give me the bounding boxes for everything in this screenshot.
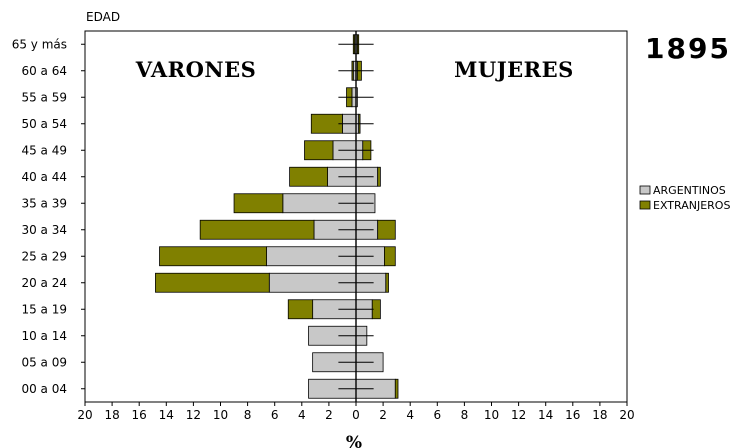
x-tick-label: 18 — [104, 408, 119, 422]
legend: ARGENTINOS EXTRANJEROS — [639, 184, 730, 212]
bar-male-extranjeros — [287, 299, 314, 320]
varones-label: VARONES — [135, 57, 257, 82]
bar-female-extranjeros — [377, 166, 381, 187]
bar-female-extranjeros — [384, 246, 396, 267]
x-tick-label: 14 — [159, 408, 174, 422]
x-tick-label: 4 — [298, 408, 306, 422]
x-tick-label: 6 — [433, 408, 441, 422]
bar-male-extranjeros — [155, 272, 270, 293]
x-tick-label: 18 — [592, 408, 607, 422]
x-tick-label: 14 — [538, 408, 553, 422]
x-tick-label: 8 — [461, 408, 469, 422]
y-tick-label: 45 a 49 — [21, 143, 67, 157]
x-tick-label: 2 — [325, 408, 333, 422]
legend-swatch-extranjeros — [639, 200, 651, 210]
y-tick-label: 55 a 59 — [21, 90, 67, 104]
legend-swatch-argentinos — [639, 185, 651, 195]
year-label: 1895 — [645, 32, 731, 65]
y-axis-title: EDAD — [86, 10, 120, 24]
x-tick-label: 0 — [352, 408, 360, 422]
x-tick-label: 10 — [484, 408, 499, 422]
bar-male-extranjeros — [310, 113, 343, 134]
x-tick-label: 16 — [132, 408, 147, 422]
y-tick-label: 30 a 34 — [21, 223, 67, 237]
x-tick-label: 12 — [186, 408, 201, 422]
y-tick-label: 00 a 04 — [21, 382, 67, 396]
x-tick-label: 8 — [244, 408, 252, 422]
x-tick-label: 10 — [213, 408, 228, 422]
bar-female-extranjeros — [377, 219, 396, 240]
bar-male-extranjeros — [199, 219, 315, 240]
bar-female-extranjeros — [385, 272, 389, 293]
y-tick-label: 05 a 09 — [21, 355, 67, 369]
y-tick-label: 65 y más — [12, 37, 67, 51]
y-tick-label: 35 a 39 — [21, 196, 67, 210]
mujeres-label: MUJERES — [454, 57, 574, 82]
bar-male-extranjeros — [289, 166, 328, 187]
y-tick-label: 40 a 44 — [21, 170, 67, 184]
y-tick-label: 60 a 64 — [21, 64, 67, 78]
x-tick-label: 20 — [77, 408, 92, 422]
bar-male-extranjeros — [233, 193, 284, 214]
bar-male-extranjeros — [159, 246, 267, 267]
y-tick-label: 15 a 19 — [21, 302, 67, 316]
legend-label-argentinos: ARGENTINOS — [653, 184, 726, 197]
legend-label-extranjeros: EXTRANJEROS — [653, 199, 730, 212]
y-tick-label: 10 a 14 — [21, 329, 67, 343]
x-tick-label: 16 — [565, 408, 580, 422]
x-tick-label: 2 — [379, 408, 387, 422]
bar-male-extranjeros — [304, 140, 334, 161]
y-tick-label: 20 a 24 — [21, 276, 67, 290]
x-tick-label: 4 — [406, 408, 414, 422]
bar-female-extranjeros — [394, 378, 399, 399]
x-axis-title: % — [346, 433, 362, 448]
y-tick-label: 50 a 54 — [21, 117, 67, 131]
x-tick-label: 12 — [511, 408, 526, 422]
x-tick-label: 6 — [271, 408, 279, 422]
y-tick-label: 25 a 29 — [21, 249, 67, 263]
x-tick-label: 20 — [619, 408, 634, 422]
